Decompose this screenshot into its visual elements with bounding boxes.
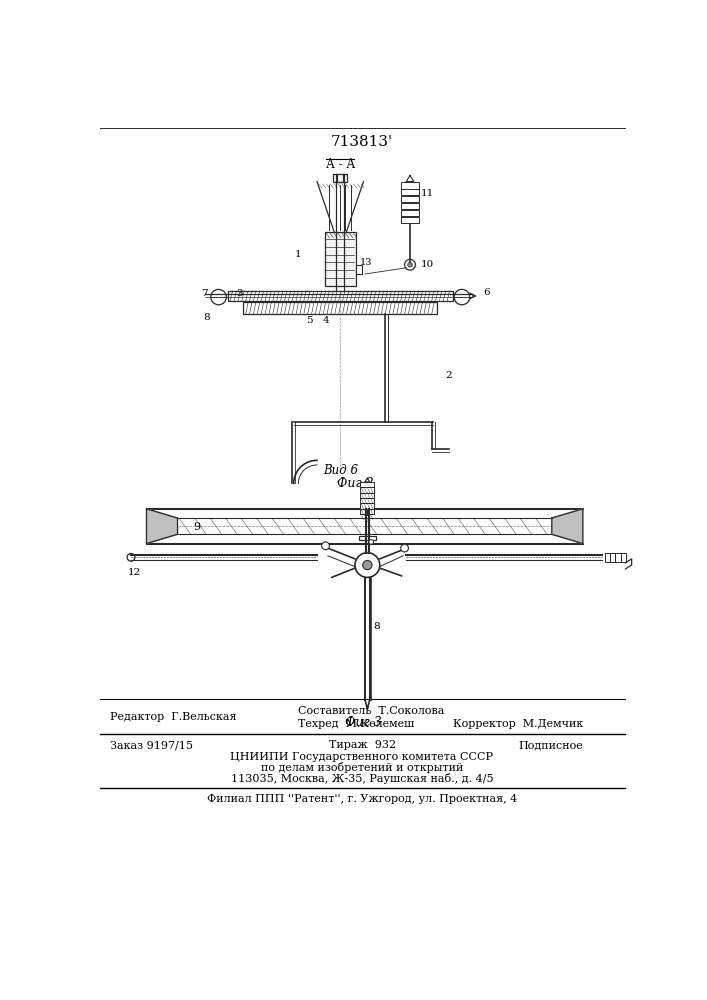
Bar [325, 232, 356, 286]
Bar [361, 487, 374, 493]
Bar [361, 498, 374, 503]
Bar [621, 553, 626, 562]
Text: Вид 6: Вид 6 [323, 464, 358, 477]
Text: 3: 3 [236, 289, 243, 298]
Bar [361, 482, 374, 487]
Text: А - А: А - А [326, 158, 355, 171]
Circle shape [454, 289, 469, 305]
Bar [402, 182, 419, 189]
Text: 713813': 713813' [331, 135, 393, 149]
Circle shape [424, 294, 427, 297]
Bar [361, 503, 374, 509]
Text: 5: 5 [306, 316, 312, 325]
Text: Фиг 2: Фиг 2 [337, 477, 374, 490]
Text: 2: 2 [445, 371, 452, 380]
Circle shape [421, 292, 429, 299]
Bar [361, 493, 374, 498]
Text: Заказ 9197/15: Заказ 9197/15 [110, 740, 193, 750]
Text: 113035, Москва, Ж-35, Раушская наб., д. 4/5: 113035, Москва, Ж-35, Раушская наб., д. … [230, 773, 493, 784]
Text: Филиал ППП ''Pатент'', г. Ужгород, ул. Проектная, 4: Филиал ППП ''Pатент'', г. Ужгород, ул. П… [207, 794, 517, 804]
Text: 13: 13 [360, 258, 372, 267]
Bar [333, 174, 347, 182]
Circle shape [408, 262, 412, 267]
Bar [361, 509, 374, 514]
Circle shape [363, 560, 372, 570]
Circle shape [127, 554, 135, 561]
Circle shape [369, 540, 373, 544]
Polygon shape [146, 509, 177, 544]
Text: 8: 8 [373, 622, 380, 631]
Bar [610, 553, 615, 562]
Text: Корректор  М.Демчик: Корректор М.Демчик [452, 719, 583, 729]
Text: Фиг 3: Фиг 3 [345, 716, 382, 729]
Text: 12: 12 [128, 568, 141, 577]
Text: 1: 1 [294, 250, 301, 259]
Text: 4: 4 [323, 316, 329, 325]
Circle shape [401, 544, 409, 552]
Text: по делам изобретений и открытий: по делам изобретений и открытий [261, 762, 463, 773]
Bar [402, 210, 419, 216]
Circle shape [322, 542, 329, 550]
Text: Тираж  932: Тираж 932 [329, 740, 396, 750]
Text: Техред  М.Келемеш: Техред М.Келемеш [298, 719, 414, 729]
Bar [243, 302, 437, 314]
Text: ЦНИИПИ Государственного комитета СССР: ЦНИИПИ Государственного комитета СССР [230, 752, 493, 762]
Text: 6: 6 [484, 288, 490, 297]
Bar [615, 553, 621, 562]
Text: Редактор  Г.Вельская: Редактор Г.Вельская [110, 712, 237, 722]
Text: 8: 8 [203, 313, 209, 322]
Text: Подписное: Подписное [518, 740, 583, 750]
Text: 11: 11 [421, 189, 434, 198]
Bar [228, 291, 452, 301]
Circle shape [404, 259, 416, 270]
Text: 9: 9 [193, 522, 201, 532]
Bar [402, 189, 419, 195]
Text: 10: 10 [421, 260, 434, 269]
Circle shape [355, 553, 380, 577]
Polygon shape [552, 509, 583, 544]
Bar [359, 536, 376, 540]
Circle shape [211, 289, 226, 305]
Text: Составитель  Т.Соколова: Составитель Т.Соколова [298, 706, 444, 716]
Bar [402, 217, 419, 223]
Bar [356, 265, 362, 274]
Text: 7: 7 [201, 289, 208, 298]
Bar [604, 553, 610, 562]
Bar [402, 196, 419, 202]
Bar [402, 203, 419, 209]
